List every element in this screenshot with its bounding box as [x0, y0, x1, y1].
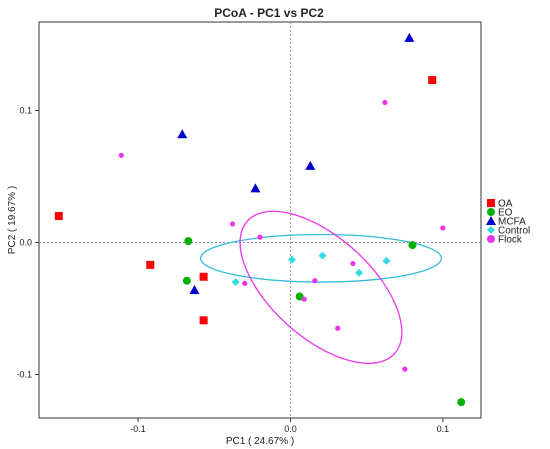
legend-label-flock: Flock [498, 235, 523, 246]
legend-marker-control [487, 226, 495, 234]
point-flock [301, 296, 307, 302]
x-axis-ticks: -0.1 0.0 0.1 [130, 418, 449, 434]
point-flock [242, 280, 248, 286]
legend-marker-oa [487, 199, 495, 207]
point-eo [182, 276, 191, 285]
y-tick-label: -0.1 [16, 369, 32, 379]
point-oa [54, 212, 63, 221]
point-flock [350, 260, 356, 267]
legend-marker-flock [487, 235, 495, 243]
point-mcfa [189, 284, 200, 294]
legend-label-control: Control [498, 226, 530, 237]
point-mcfa [177, 129, 188, 139]
x-tick-label: 0.0 [284, 424, 297, 434]
y-axis-label: PC2 ( 19.67% ) [7, 186, 18, 254]
x-tick-label: -0.1 [130, 424, 146, 434]
point-oa [199, 316, 208, 325]
point-flock [118, 152, 124, 158]
point-eo [457, 398, 466, 407]
point-control [355, 268, 364, 277]
point-flock [335, 325, 341, 331]
point-eo [184, 237, 193, 246]
point-mcfa [250, 183, 261, 193]
x-tick-label: 0.1 [437, 424, 450, 434]
point-oa [146, 260, 155, 269]
point-control [288, 255, 297, 264]
plot-frame [38, 21, 482, 419]
legend-label-eo: EO [498, 208, 513, 219]
point-flock [402, 366, 408, 372]
confidence-ellipses [199, 210, 443, 365]
x-axis-label: PC1 ( 24.67% ) [226, 436, 294, 447]
point-flock [440, 225, 446, 231]
point-flock [382, 99, 388, 106]
point-eo [408, 241, 417, 250]
ellipse-flock [239, 210, 403, 365]
legend-label-oa: OA [498, 199, 513, 210]
point-flock [312, 278, 318, 284]
point-mcfa [305, 160, 316, 170]
legend-marker-eo [487, 208, 495, 216]
y-tick-label: 0.1 [19, 105, 32, 115]
point-control [318, 251, 327, 260]
point-flock [229, 221, 236, 227]
legend-label-mcfa: MCFA [498, 217, 526, 228]
data-points [54, 32, 466, 407]
point-oa [428, 76, 437, 85]
y-tick-label: 0.0 [19, 237, 32, 247]
legend-marker-mcfa [486, 216, 496, 225]
point-flock [257, 234, 263, 240]
ellipse-control [199, 233, 443, 283]
point-eo [295, 292, 304, 301]
point-control [231, 278, 240, 287]
point-control [382, 256, 391, 265]
chart-title: PCoA - PC1 vs PC2 [214, 6, 324, 20]
y-axis-ticks: -0.1 0.0 0.1 [16, 105, 39, 379]
point-mcfa [404, 32, 415, 42]
point-oa [199, 272, 208, 281]
